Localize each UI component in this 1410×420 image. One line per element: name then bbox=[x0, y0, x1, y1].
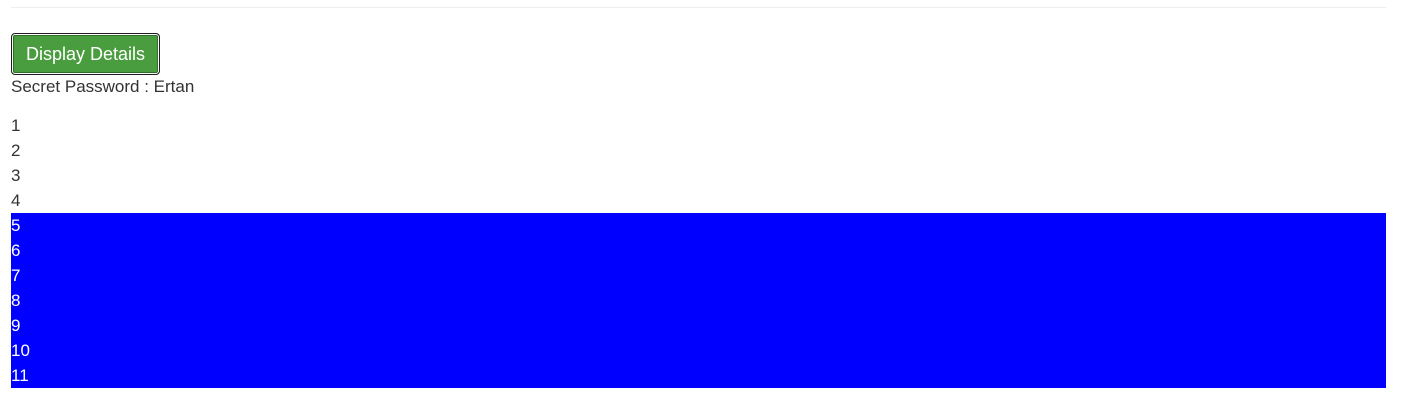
number-list: 1 2 3 4 5 6 7 8 9 10 11 bbox=[11, 113, 1386, 388]
list-item-7: 7 bbox=[11, 263, 1386, 288]
list-item-3: 3 bbox=[11, 166, 21, 185]
list-item-2: 2 bbox=[11, 141, 21, 160]
list-item-4: 4 bbox=[11, 191, 21, 210]
display-details-button[interactable]: Display Details bbox=[11, 33, 161, 75]
list-item-10: 10 bbox=[11, 338, 1386, 363]
list-item-6: 6 bbox=[11, 238, 1386, 263]
secret-password-label: Secret Password : bbox=[11, 77, 154, 96]
list-item-9: 9 bbox=[11, 313, 1386, 338]
list-item-5: 5 bbox=[11, 213, 1386, 238]
secret-password-value: Ertan bbox=[153, 77, 195, 96]
top-divider bbox=[11, 7, 1386, 8]
list-item-11: 11 bbox=[11, 363, 1386, 388]
secret-password-line: Secret Password : Ertan bbox=[11, 77, 194, 97]
list-item-1: 1 bbox=[11, 116, 21, 135]
list-item-8: 8 bbox=[11, 288, 1386, 313]
